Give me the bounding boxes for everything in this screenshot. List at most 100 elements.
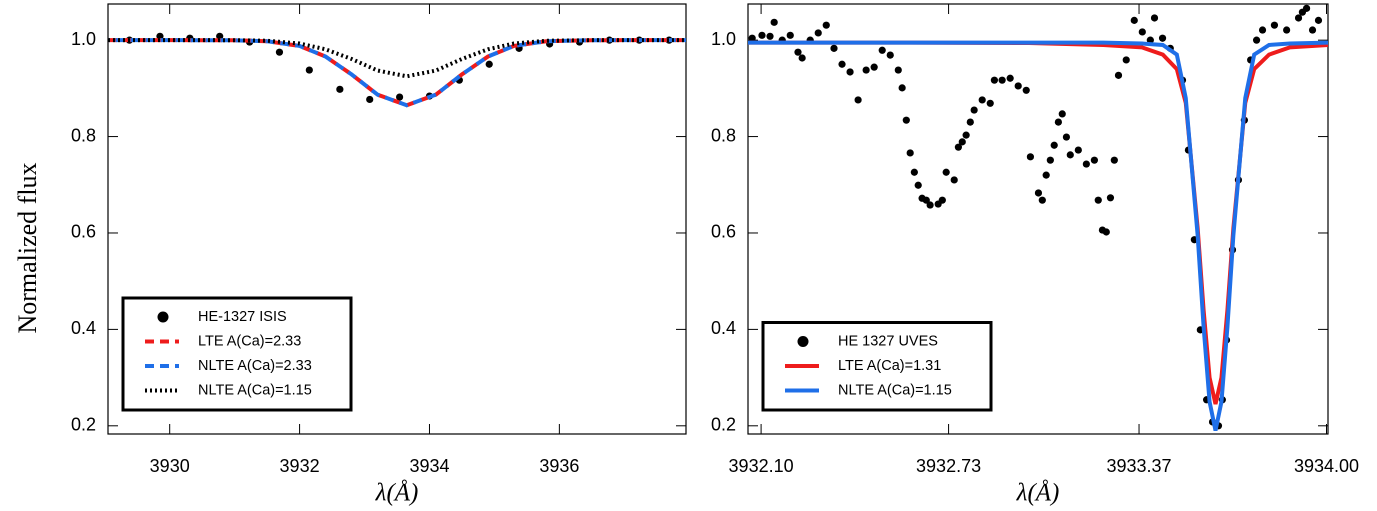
data-point — [1114, 71, 1123, 79]
data-point — [862, 66, 870, 74]
data-point — [1046, 156, 1054, 164]
line-series — [748, 40, 1328, 432]
data-point — [1308, 26, 1317, 34]
y-tick-label: 1.0 — [711, 29, 736, 49]
data-point — [910, 168, 918, 176]
data-point — [275, 48, 284, 56]
data-point — [485, 60, 493, 68]
data-point — [1106, 194, 1115, 202]
data-point — [870, 63, 878, 71]
legend-label: NLTE A(Ca)=1.15 — [838, 382, 952, 398]
data-point — [794, 48, 802, 56]
plot-frame — [107, 3, 687, 435]
line-series — [108, 38, 686, 108]
panel: 1.0 0.8 0.6 0.4 0.2 3932.10 3932.73 3933.37 3934… — [711, 3, 1359, 507]
data-point — [1258, 26, 1267, 34]
data-point — [1150, 14, 1159, 22]
line-series — [108, 38, 686, 79]
legend-marker — [797, 336, 809, 347]
data-point — [1038, 196, 1046, 204]
legend-label: LTE A(Ca)=1.31 — [838, 358, 941, 374]
data-point — [926, 201, 934, 209]
data-point — [1294, 14, 1303, 22]
data-point — [1022, 86, 1030, 94]
data-point — [1270, 21, 1279, 29]
legend-label: HE-1327 ISIS — [198, 309, 287, 325]
data-point — [914, 181, 922, 189]
data-point — [954, 143, 962, 151]
plot-frame — [747, 3, 1329, 435]
y-tick-label: 0.8 — [711, 125, 736, 145]
data-point — [986, 99, 994, 107]
data-point — [1252, 36, 1261, 44]
x-tick-label: 3932.10 — [729, 456, 794, 476]
data-point — [878, 46, 886, 54]
data-point — [958, 138, 966, 146]
legend-label: LTE A(Ca)=2.33 — [198, 333, 301, 349]
data-point — [846, 68, 854, 76]
legend-label: NLTE A(Ca)=1.15 — [198, 382, 312, 398]
data-point — [1058, 110, 1066, 118]
data-point — [854, 96, 862, 104]
data-point — [962, 131, 970, 139]
legend: HE 1327 UVES LTE A(Ca)=1.31 NLTE A(Ca)=1.1… — [761, 321, 993, 412]
x-axis-label: λ(Å) — [375, 480, 419, 507]
data-point — [942, 168, 950, 176]
data-point — [366, 95, 374, 104]
data-point — [1138, 28, 1146, 36]
panel: 1.0 0.8 0.6 0.4 0.2 3930 3932 3934 3936 λ(Å) Norma… — [13, 3, 687, 507]
data-point — [156, 32, 164, 40]
data-point — [978, 96, 986, 104]
data-point — [1283, 26, 1291, 34]
data-point — [1042, 171, 1050, 179]
data-point — [1034, 189, 1043, 197]
data-point — [1090, 156, 1098, 164]
data-point — [1110, 156, 1118, 164]
x-tick-label: 3936 — [539, 456, 579, 476]
data-point — [1158, 34, 1167, 42]
data-point — [1122, 56, 1130, 64]
data-point — [838, 60, 846, 68]
data-point — [950, 176, 958, 184]
legend-label: NLTE A(Ca)=2.33 — [198, 358, 312, 374]
plot-area — [748, 4, 1328, 432]
data-point — [1102, 228, 1110, 236]
data-point — [798, 54, 806, 62]
data-point — [770, 18, 778, 26]
data-point — [922, 196, 930, 204]
data-point — [336, 85, 344, 93]
data-point — [1074, 146, 1082, 154]
data-point — [1006, 74, 1014, 82]
legend: HE-1327 ISIS LTE A(Ca)=2.33 NLTE A(Ca)=2.3… — [121, 296, 353, 412]
y-tick-label: 1.0 — [71, 29, 96, 49]
data-point — [748, 34, 756, 42]
x-tick-label: 3932.73 — [916, 456, 981, 476]
data-point — [758, 31, 766, 39]
data-point — [305, 66, 313, 74]
data-point — [906, 149, 914, 157]
data-point — [1054, 118, 1062, 126]
data-point — [894, 66, 902, 74]
data-point — [1026, 153, 1035, 161]
x-tick-label: 3934.00 — [1294, 456, 1359, 476]
legend-label: HE 1327 UVES — [838, 333, 938, 349]
y-tick-label: 0.6 — [711, 222, 736, 242]
plot-area — [108, 32, 686, 108]
data-point — [966, 118, 974, 126]
y-tick-label: 0.8 — [71, 125, 96, 145]
data-point — [998, 76, 1006, 84]
data-point — [1314, 16, 1323, 24]
data-point — [1146, 36, 1154, 44]
y-tick-label: 0.2 — [711, 415, 736, 435]
data-point — [216, 32, 224, 40]
y-tick-label: 0.2 — [71, 415, 96, 435]
data-point — [1302, 4, 1311, 12]
y-tick-label: 0.4 — [711, 318, 736, 338]
data-point — [822, 21, 830, 29]
data-point — [830, 44, 838, 52]
x-tick-label: 3932 — [280, 456, 320, 476]
data-point — [1014, 82, 1022, 90]
data-point — [766, 32, 774, 40]
x-tick-label: 3930 — [150, 456, 190, 476]
